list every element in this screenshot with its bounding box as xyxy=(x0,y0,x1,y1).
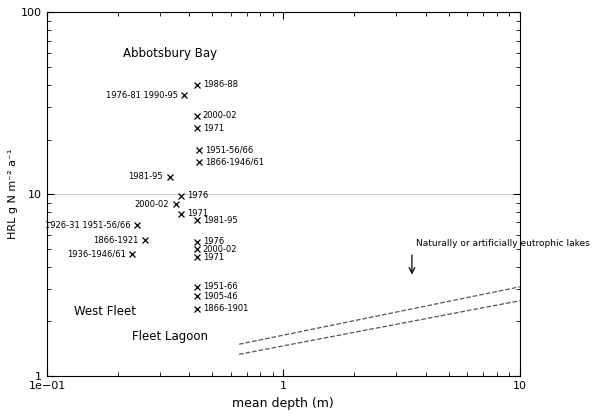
X-axis label: mean depth (m): mean depth (m) xyxy=(232,397,334,410)
Text: 1971: 1971 xyxy=(203,124,224,133)
Text: 2000-02: 2000-02 xyxy=(203,111,237,120)
Text: 1986-88: 1986-88 xyxy=(203,80,238,89)
Y-axis label: HRL g N m⁻² a⁻¹: HRL g N m⁻² a⁻¹ xyxy=(8,149,19,240)
Text: 1971: 1971 xyxy=(203,253,224,262)
Text: 2000-02: 2000-02 xyxy=(135,200,169,209)
Text: 2000-02: 2000-02 xyxy=(203,245,237,254)
Text: 1926-31 1951-56/66: 1926-31 1951-56/66 xyxy=(45,220,130,229)
Text: 1981-95: 1981-95 xyxy=(128,172,163,181)
Text: West Fleet: West Fleet xyxy=(74,305,136,318)
Text: 1951-56/66: 1951-56/66 xyxy=(205,145,253,155)
Text: 1905-46: 1905-46 xyxy=(203,292,238,301)
Text: 1951-66: 1951-66 xyxy=(203,282,238,291)
Text: 1971: 1971 xyxy=(187,209,208,219)
Text: 1981-95: 1981-95 xyxy=(203,216,238,225)
Text: Naturally or artificially eutrophic lakes: Naturally or artificially eutrophic lake… xyxy=(416,239,590,247)
Text: Fleet Lagoon: Fleet Lagoon xyxy=(133,330,208,343)
Text: Abbotsbury Bay: Abbotsbury Bay xyxy=(123,46,217,60)
Text: 1976-81 1990-95: 1976-81 1990-95 xyxy=(106,91,178,100)
Text: 1936-1946/61: 1936-1946/61 xyxy=(67,250,126,258)
Text: 1866-1946/61: 1866-1946/61 xyxy=(205,158,264,167)
Text: 1866-1921: 1866-1921 xyxy=(94,236,139,245)
Text: 1976: 1976 xyxy=(203,237,224,246)
Text: 1976: 1976 xyxy=(187,191,209,200)
Text: 1866-1901: 1866-1901 xyxy=(203,304,248,313)
